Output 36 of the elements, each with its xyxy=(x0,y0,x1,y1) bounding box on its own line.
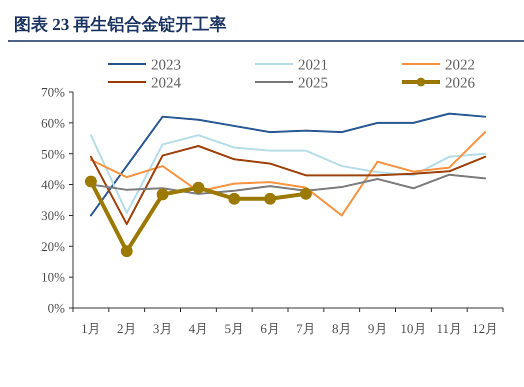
y-tick-label: 30% xyxy=(41,208,66,223)
y-tick-label: 60% xyxy=(41,115,66,130)
point xyxy=(120,245,133,258)
point xyxy=(228,192,240,205)
point xyxy=(300,188,312,200)
legend-label: 2024 xyxy=(151,75,182,92)
x-tick-label: 9月 xyxy=(368,321,388,336)
point xyxy=(156,188,168,200)
legend-label: 2023 xyxy=(151,57,181,74)
point xyxy=(264,192,276,205)
y-tick-label: 50% xyxy=(41,146,66,162)
legend-label: 2026 xyxy=(445,75,476,92)
y-tick-label: 20% xyxy=(41,238,66,254)
x-tick-label: 1月 xyxy=(81,321,101,336)
x-tick-label: 11月 xyxy=(436,321,462,336)
line-series xyxy=(90,112,486,216)
line-series xyxy=(90,145,486,226)
point xyxy=(85,176,97,188)
x-tick-label: 8月 xyxy=(332,321,352,336)
x-tick-label: 10月 xyxy=(400,321,426,336)
y-tick-label: 10% xyxy=(41,270,66,285)
point xyxy=(192,182,204,194)
x-tick-label: 3月 xyxy=(152,321,172,336)
chart-title: 图表 23 再生铝合金锭开工率 xyxy=(14,15,226,34)
legend-label: 2022 xyxy=(445,57,475,74)
x-tick-label: 7月 xyxy=(296,321,316,336)
x-tick-label: 4月 xyxy=(188,321,208,336)
legend-label: 2025 xyxy=(298,75,328,92)
x-tick-label: 12月 xyxy=(472,321,498,336)
x-tick-label: 6月 xyxy=(260,321,280,336)
x-tick-label: 5月 xyxy=(224,321,244,336)
y-tick-label: 40% xyxy=(41,177,66,192)
legend-label: 2021 xyxy=(298,57,328,74)
y-tick-label: 70% xyxy=(41,84,66,100)
x-tick-label: 2月 xyxy=(117,321,136,336)
y-tick-label: 0% xyxy=(48,300,66,316)
